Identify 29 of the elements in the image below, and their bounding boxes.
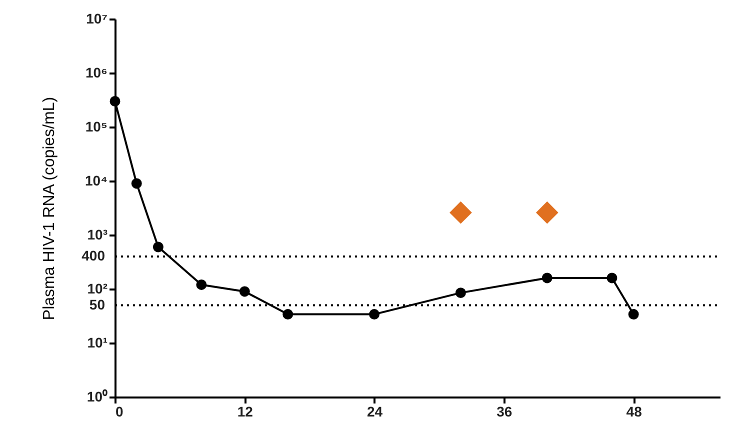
y-tick-label: 10³ [87,226,108,242]
point [542,272,552,284]
ref-line-label: 50 [89,296,106,312]
point [152,242,164,252]
point [282,309,294,320]
x-tick-label: 12 [237,404,254,420]
point [239,286,250,297]
x-tick-label: 0 [116,404,124,420]
point [110,96,120,106]
point [369,309,380,320]
x-tick-label: 36 [496,404,512,420]
point [196,279,207,290]
y-tick-label: 10² [87,280,108,296]
y-tick-label: 10⁵ [85,118,108,134]
y-tick-label: 10⁰ [86,388,108,404]
y-axis-title: Plasma HIV-1 RNA (copies/mL) [41,96,58,320]
y-tick-label: 10¹ [87,334,108,350]
point [450,201,472,224]
point [455,288,466,298]
x-tick-label: 48 [626,404,642,420]
ref-line-label: 400 [82,247,106,264]
x-tick-label: 24 [366,404,383,420]
y-tick-label: 10⁷ [86,10,108,26]
point [536,201,558,224]
point [131,178,142,189]
y-tick-label: 10⁴ [85,172,108,188]
point [628,309,639,320]
point [606,272,618,284]
y-tick-label: 10⁶ [85,64,108,80]
